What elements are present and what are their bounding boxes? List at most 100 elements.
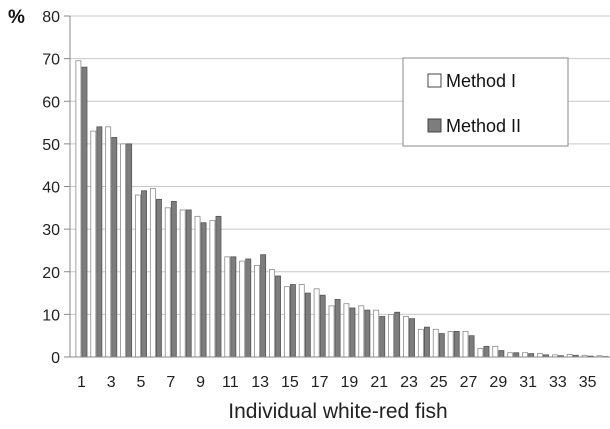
bar-method-1-9 (194, 215, 201, 358)
x-tick-label: 33 (549, 374, 567, 391)
bar-method-1-24 (417, 328, 424, 358)
bar-method-1-22 (388, 313, 395, 358)
x-tick-label: 3 (107, 374, 116, 391)
bar-method-2-11 (230, 256, 237, 358)
bar-method-1-2 (90, 130, 97, 358)
x-tick-label: 15 (281, 374, 299, 391)
x-tick-label: 19 (341, 374, 359, 391)
bar-method-2-8 (185, 209, 192, 358)
x-tick-label: 27 (460, 374, 478, 391)
y-tick-label: 60 (42, 94, 60, 111)
bar-method-2-3 (111, 137, 118, 358)
legend-label-method-1: Method I (446, 71, 516, 91)
bar-method-1-28 (477, 348, 484, 358)
bar-method-1-26 (447, 331, 454, 358)
bar-method-1-16 (298, 284, 305, 358)
x-tick-label: 1 (77, 374, 86, 391)
legend-swatch-method-2 (427, 118, 442, 133)
bar-method-2-6 (155, 198, 162, 358)
bar-method-1-23 (403, 316, 409, 358)
bar-method-1-21 (373, 309, 380, 358)
bar-method-1-1 (75, 60, 82, 358)
bar-method-2-19 (349, 307, 356, 358)
y-tick-label: 10 (42, 307, 60, 324)
bar-method-1-13 (254, 264, 261, 358)
bar-method-2-29 (498, 350, 505, 358)
bar-method-2-12 (245, 258, 252, 358)
bar-method-1-27 (462, 331, 469, 358)
bar-method-1-15 (283, 286, 290, 358)
bar-method-2-7 (170, 201, 177, 358)
legend: Method I Method II (402, 57, 569, 147)
bar-method-2-17 (319, 294, 326, 358)
bar-method-1-4 (120, 143, 127, 358)
legend-swatch-method-1 (427, 73, 442, 88)
y-tick-label: 80 (42, 9, 60, 26)
y-tick-label: 50 (42, 137, 60, 154)
bar-method-2-30 (513, 352, 520, 358)
bar-method-1-19 (343, 303, 350, 358)
bar-method-2-5 (141, 190, 147, 358)
x-tick-label: 9 (196, 374, 205, 391)
x-tick-label: 5 (137, 374, 146, 391)
x-tick-label: 11 (222, 374, 239, 391)
x-tick-label: 13 (251, 374, 269, 391)
x-tick-labels: 1 3 5 7 9 11 13 15 17 19 21 23 25 27 29 31 33 35 (77, 374, 597, 391)
bar-method-2-26 (453, 331, 460, 358)
x-tick-label: 21 (370, 374, 388, 391)
bar-method-2-10 (215, 215, 222, 358)
bar-method-2-20 (364, 309, 371, 358)
bar-method-2-15 (289, 284, 296, 358)
x-tick-label: 29 (489, 374, 507, 391)
bar-method-1-18 (328, 305, 335, 358)
x-tick-label: 31 (519, 374, 537, 391)
y-tick-labels: 0 10 20 30 40 50 60 70 80 (42, 9, 60, 367)
x-tick-label: 23 (400, 374, 418, 391)
y-tick-label: 20 (42, 265, 60, 282)
bar-method-2-18 (334, 299, 341, 358)
bar-method-1-11 (224, 256, 231, 358)
bar-method-1-5 (135, 194, 141, 358)
bar-method-1-14 (269, 269, 275, 358)
bar-method-2-4 (126, 143, 133, 358)
bar-method-1-25 (432, 328, 439, 358)
bar-method-2-23 (409, 318, 415, 358)
bar-method-2-25 (438, 333, 445, 358)
bar-method-2-1 (81, 66, 88, 358)
x-tick-label: 17 (311, 374, 329, 391)
bar-method-2-2 (96, 126, 103, 358)
bar-method-2-16 (304, 292, 311, 358)
bar-method-1-12 (239, 260, 246, 358)
bar-method-2-13 (260, 254, 267, 358)
bar-method-1-6 (149, 188, 156, 358)
bar-method-2-27 (468, 335, 475, 358)
bar-method-1-3 (105, 126, 112, 358)
x-tick-label: 35 (579, 374, 597, 391)
y-axis-label: % (8, 7, 25, 28)
bar-method-1-31 (522, 352, 529, 358)
y-tick-label: 70 (42, 52, 60, 69)
bar-method-1-29 (492, 345, 499, 358)
x-tick-label: 7 (166, 374, 175, 391)
y-tick-label: 40 (42, 180, 60, 197)
bar-method-1-20 (358, 305, 365, 358)
bar-method-1-8 (179, 209, 186, 358)
legend-label-method-2: Method II (446, 116, 521, 136)
bar-method-1-17 (313, 288, 320, 358)
bar-method-2-9 (200, 222, 207, 358)
y-tick-label: 0 (51, 350, 60, 367)
x-axis-label: Individual white-red fish (228, 400, 447, 423)
bar-method-1-7 (164, 207, 171, 358)
bar-method-2-24 (423, 326, 430, 358)
bar-method-2-28 (483, 345, 490, 358)
bars (75, 60, 609, 358)
bar-method-2-21 (379, 316, 386, 358)
bar-method-1-30 (507, 352, 514, 358)
bar-method-1-10 (209, 220, 216, 358)
bar-method-2-31 (528, 353, 535, 358)
y-tick-label: 30 (42, 222, 60, 239)
bar-method-2-22 (394, 311, 401, 358)
bar-method-1-32 (537, 353, 543, 358)
x-tick-label: 25 (430, 374, 448, 391)
